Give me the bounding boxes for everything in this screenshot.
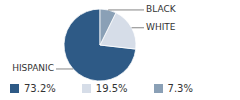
svg-text:BLACK: BLACK bbox=[146, 4, 177, 14]
html-text:73.2%: 73.2% bbox=[24, 83, 56, 94]
html-text:7.3%: 7.3% bbox=[167, 83, 193, 94]
svg-text:HISPANIC: HISPANIC bbox=[12, 63, 54, 73]
svg-text:WHITE: WHITE bbox=[146, 22, 176, 32]
html-text:19.5%: 19.5% bbox=[95, 83, 128, 94]
